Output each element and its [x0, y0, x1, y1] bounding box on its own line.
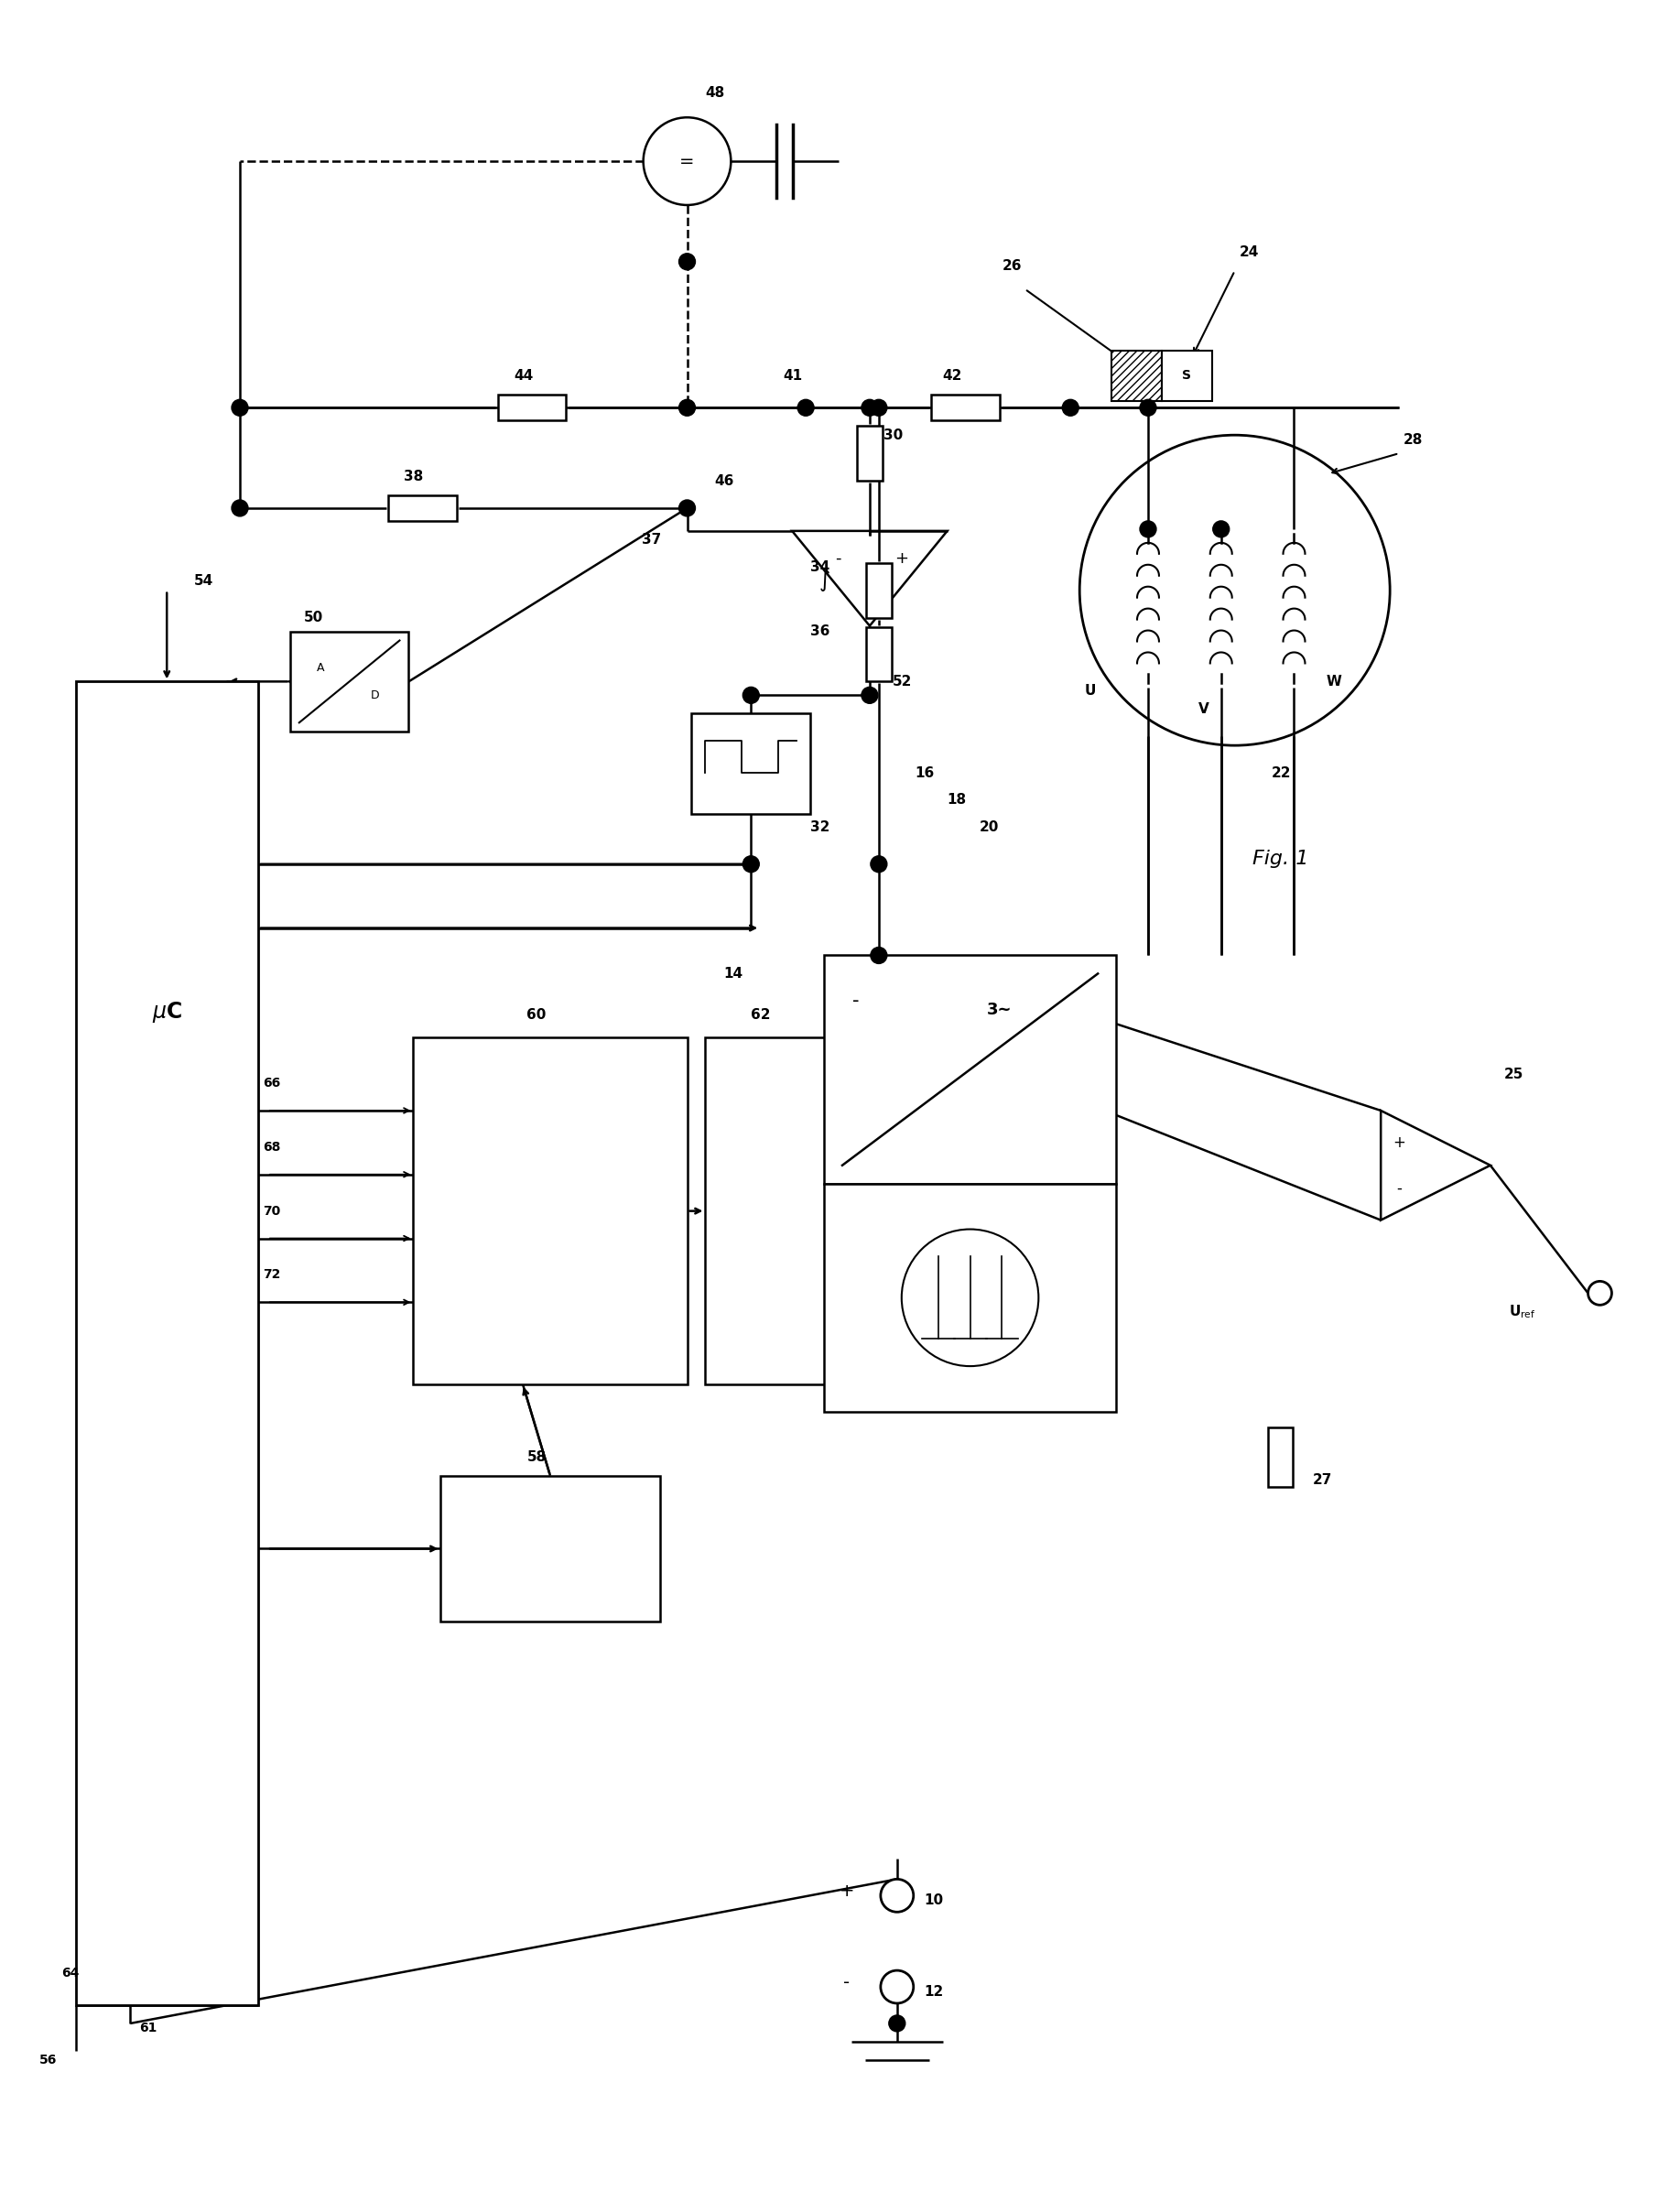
Circle shape [679, 254, 696, 269]
Bar [692, 714, 810, 813]
Text: U$_{\rm ref}$: U$_{\rm ref}$ [1509, 1304, 1536, 1321]
Text: 48: 48 [706, 85, 724, 99]
Text: 64: 64 [62, 1968, 79, 1981]
Text: -: - [835, 550, 840, 567]
Text: 50: 50 [304, 611, 323, 624]
Text: 38: 38 [405, 469, 423, 482]
Text: +: + [1393, 1135, 1406, 1150]
Text: 46: 46 [714, 473, 734, 489]
Bar [413, 1039, 687, 1385]
Circle shape [679, 399, 696, 416]
Text: 70: 70 [262, 1205, 281, 1218]
Bar [865, 627, 892, 681]
Text: 20: 20 [979, 822, 1000, 835]
Text: 60: 60 [528, 1008, 546, 1021]
Bar [497, 394, 566, 421]
Circle shape [743, 688, 759, 703]
Circle shape [1139, 521, 1156, 537]
Text: 42: 42 [942, 368, 963, 383]
Text: 62: 62 [751, 1008, 769, 1021]
Circle shape [1062, 399, 1079, 416]
Circle shape [798, 399, 815, 416]
Text: 26: 26 [1001, 259, 1021, 274]
Circle shape [743, 857, 759, 872]
Circle shape [232, 500, 249, 517]
Text: 28: 28 [1403, 434, 1423, 447]
Text: 52: 52 [892, 675, 912, 688]
Bar [823, 1183, 1116, 1411]
Bar [1268, 1429, 1294, 1488]
Bar [823, 955, 1116, 1183]
Text: 66: 66 [262, 1076, 281, 1089]
Text: -: - [1396, 1181, 1401, 1196]
Text: $\int$: $\int$ [818, 570, 830, 594]
Text: 3~: 3~ [986, 1001, 1011, 1019]
Text: D: D [371, 690, 380, 701]
Text: S: S [1183, 370, 1191, 381]
Text: 36: 36 [810, 624, 830, 638]
Text: +: + [840, 1882, 855, 1900]
Text: 37: 37 [642, 532, 660, 548]
Text: =: = [679, 153, 694, 171]
Text: 18: 18 [948, 793, 966, 806]
Text: -: - [852, 993, 860, 1010]
Circle shape [889, 2016, 906, 2031]
Bar [440, 1477, 660, 1621]
Text: +: + [895, 550, 909, 567]
Text: 30: 30 [884, 427, 902, 443]
Text: 41: 41 [783, 368, 803, 383]
Text: 56: 56 [39, 2053, 57, 2066]
Circle shape [643, 118, 731, 206]
Text: A: A [316, 662, 324, 675]
Circle shape [232, 399, 249, 416]
Circle shape [880, 1970, 914, 2003]
Bar [706, 1039, 842, 1385]
Bar [291, 631, 408, 732]
Text: Fig. 1: Fig. 1 [1252, 850, 1309, 868]
Bar [388, 495, 457, 521]
Circle shape [679, 500, 696, 517]
Bar [931, 394, 1000, 421]
Text: 58: 58 [528, 1450, 546, 1464]
Bar [857, 425, 882, 480]
Text: 16: 16 [916, 767, 934, 780]
Text: 27: 27 [1312, 1472, 1332, 1488]
Text: 22: 22 [1272, 767, 1290, 780]
Text: 14: 14 [724, 966, 743, 982]
Text: 24: 24 [1240, 245, 1258, 259]
Text: 72: 72 [262, 1269, 281, 1282]
Text: 32: 32 [810, 822, 830, 835]
Circle shape [870, 947, 887, 964]
Text: 10: 10 [924, 1893, 944, 1906]
Bar [1163, 351, 1211, 401]
Circle shape [1213, 521, 1230, 537]
Text: $\mu$C: $\mu$C [151, 999, 181, 1025]
Circle shape [1080, 436, 1389, 745]
Text: 25: 25 [1504, 1067, 1524, 1080]
Text: 54: 54 [195, 574, 213, 587]
Text: V: V [1198, 701, 1210, 716]
Text: -: - [843, 1974, 850, 1992]
Circle shape [862, 688, 879, 703]
Circle shape [902, 1229, 1038, 1367]
Text: 68: 68 [262, 1142, 281, 1152]
Text: U: U [1084, 684, 1095, 697]
Text: 12: 12 [924, 1985, 944, 1998]
Text: W: W [1326, 675, 1342, 688]
Text: 34: 34 [810, 561, 830, 574]
Circle shape [870, 857, 887, 872]
Text: 44: 44 [514, 368, 533, 383]
Text: 61: 61 [139, 2022, 158, 2035]
Circle shape [1588, 1282, 1611, 1306]
Circle shape [880, 1880, 914, 1913]
Circle shape [1139, 399, 1156, 416]
Bar [865, 563, 892, 618]
Circle shape [870, 399, 887, 416]
Bar [76, 681, 259, 2005]
Bar [1112, 351, 1163, 401]
Circle shape [862, 399, 879, 416]
